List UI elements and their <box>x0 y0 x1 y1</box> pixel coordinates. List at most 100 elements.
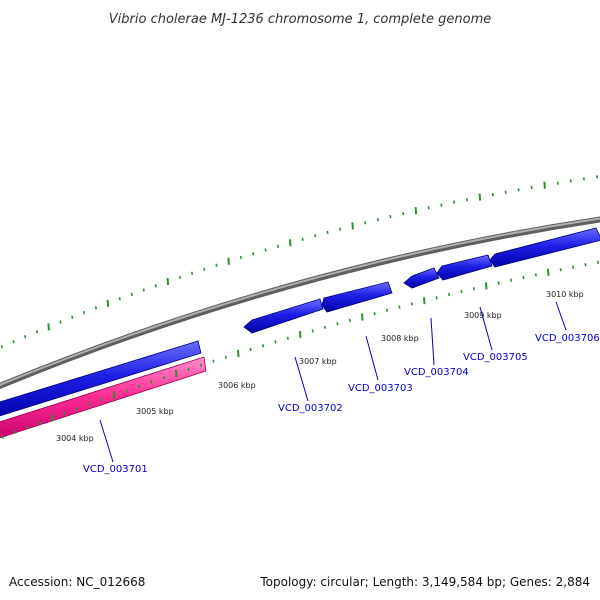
inner-tick-mark <box>274 340 277 344</box>
gene-label-vcd-003706[interactable]: VCD_003706 <box>535 333 600 344</box>
inner-tick-mark <box>485 282 488 290</box>
outer-tick-mark <box>35 330 38 334</box>
outer-tick-ring <box>0 175 599 349</box>
inner-tick-mark <box>63 411 66 415</box>
inner-tick-mark <box>386 308 389 312</box>
inner-tick-mark <box>361 313 364 321</box>
inner-tick-mark <box>187 367 190 372</box>
cds-vcd-003705 <box>436 254 493 281</box>
outer-tick-mark <box>24 335 27 339</box>
inner-tick-mark <box>150 380 153 384</box>
inner-tick-mark <box>348 318 351 323</box>
inner-tick-mark <box>324 325 327 329</box>
inner-tick-mark <box>311 329 314 333</box>
kbp-label-3010: 3010 kbp <box>546 290 584 299</box>
outer-tick-mark <box>556 181 559 185</box>
outer-tick-mark <box>264 248 267 252</box>
inner-tick-mark <box>410 302 413 306</box>
kbp-label-3007: 3007 kbp <box>299 357 337 366</box>
genome-summary-footer: Topology: circular; Length: 3,149,584 bp… <box>260 575 590 589</box>
inner-tick-mark <box>596 260 599 264</box>
outer-tick-mark <box>351 222 354 230</box>
outer-tick-mark <box>453 200 456 204</box>
outer-tick-mark <box>154 284 157 288</box>
kbp-label-3006: 3006 kbp <box>218 381 256 390</box>
cds-vcd-003706 <box>489 227 600 268</box>
leader-vcd-003706 <box>555 301 567 331</box>
gene-label-vcd-003701[interactable]: VCD_003701 <box>83 464 148 475</box>
outer-tick-mark <box>402 211 405 216</box>
leader-vcd-003704 <box>430 317 435 366</box>
gene-label-vcd-003704[interactable]: VCD_003704 <box>404 367 469 378</box>
outer-tick-mark <box>118 297 121 301</box>
outer-tick-mark <box>339 227 342 231</box>
inner-tick-mark <box>584 263 587 267</box>
outer-tick-mark <box>530 185 533 190</box>
gene-label-vcd-003703[interactable]: VCD_003703 <box>348 383 413 394</box>
inner-tick-mark <box>522 275 525 280</box>
inner-tick-mark <box>138 384 141 388</box>
outer-tick-mark <box>71 315 74 319</box>
inner-tick-mark <box>547 268 550 276</box>
outer-tick-mark <box>166 277 170 286</box>
outer-tick-mark <box>364 221 367 225</box>
outer-tick-mark <box>47 323 50 331</box>
outer-tick-mark <box>326 230 329 235</box>
gene-label-vcd-003705[interactable]: VCD_003705 <box>463 352 528 363</box>
outer-tick-mark <box>276 244 279 248</box>
inner-tick-mark <box>14 430 17 434</box>
cds-vcd-003701-forward-block <box>0 340 202 417</box>
outer-tick-mark <box>178 275 181 279</box>
cds-vcd-003704 <box>403 267 440 289</box>
gene-label-vcd-003702[interactable]: VCD_003702 <box>278 403 343 414</box>
inner-tick-mark <box>262 344 265 348</box>
kbp-label-3008: 3008 kbp <box>381 334 419 343</box>
inner-tick-mark <box>336 322 339 326</box>
inner-tick-mark <box>1 435 4 439</box>
inner-tick-mark <box>113 391 116 399</box>
inner-tick-mark <box>448 292 451 297</box>
outer-tick-mark <box>289 239 292 247</box>
inner-tick-mark <box>534 273 537 277</box>
map-title: Vibrio cholerae MJ-1236 chromosome 1, co… <box>109 12 491 27</box>
inner-tick-mark <box>398 305 401 309</box>
inner-tick-mark <box>212 359 215 363</box>
accession-footer: Accession: NC_012668 <box>9 575 146 589</box>
inner-tick-mark <box>224 355 227 359</box>
inner-tick-mark <box>162 376 165 380</box>
outer-tick-mark <box>491 192 494 197</box>
outer-tick-mark <box>191 271 194 275</box>
outer-tick-mark <box>142 288 145 292</box>
inner-tick-ring <box>1 260 599 439</box>
inner-tick-mark <box>200 363 203 367</box>
inner-tick-mark <box>125 388 128 393</box>
kbp-label-3005: 3005 kbp <box>136 407 174 416</box>
inner-tick-mark <box>51 414 54 422</box>
outer-tick-mark <box>227 257 230 265</box>
outer-tick-mark <box>569 179 572 183</box>
outer-tick-mark <box>517 188 520 192</box>
outer-tick-mark <box>440 203 443 207</box>
inner-tick-mark <box>38 420 41 425</box>
gene-label-group: VCD_003701 VCD_003702 VCD_003703 VCD_003… <box>83 333 600 475</box>
outer-tick-mark <box>59 320 62 324</box>
inner-tick-mark <box>249 347 252 352</box>
inner-tick-mark <box>559 268 562 272</box>
outer-tick-mark <box>596 175 599 179</box>
outer-tick-mark <box>504 190 507 194</box>
inner-tick-mark <box>497 281 500 285</box>
inner-tick-mark <box>572 265 575 269</box>
inner-tick-mark <box>299 330 302 339</box>
outer-tick-mark <box>12 340 15 344</box>
outer-tick-mark <box>582 177 585 181</box>
inner-tick-mark <box>237 349 240 357</box>
outer-tick-mark <box>252 252 255 256</box>
outer-tick-mark <box>314 234 317 238</box>
outer-tick-mark <box>427 206 430 210</box>
outer-tick-mark <box>543 181 546 189</box>
outer-tick-mark <box>478 193 482 201</box>
inner-tick-mark <box>423 297 426 305</box>
inner-tick-mark <box>510 278 513 282</box>
inner-tick-mark <box>460 289 463 294</box>
